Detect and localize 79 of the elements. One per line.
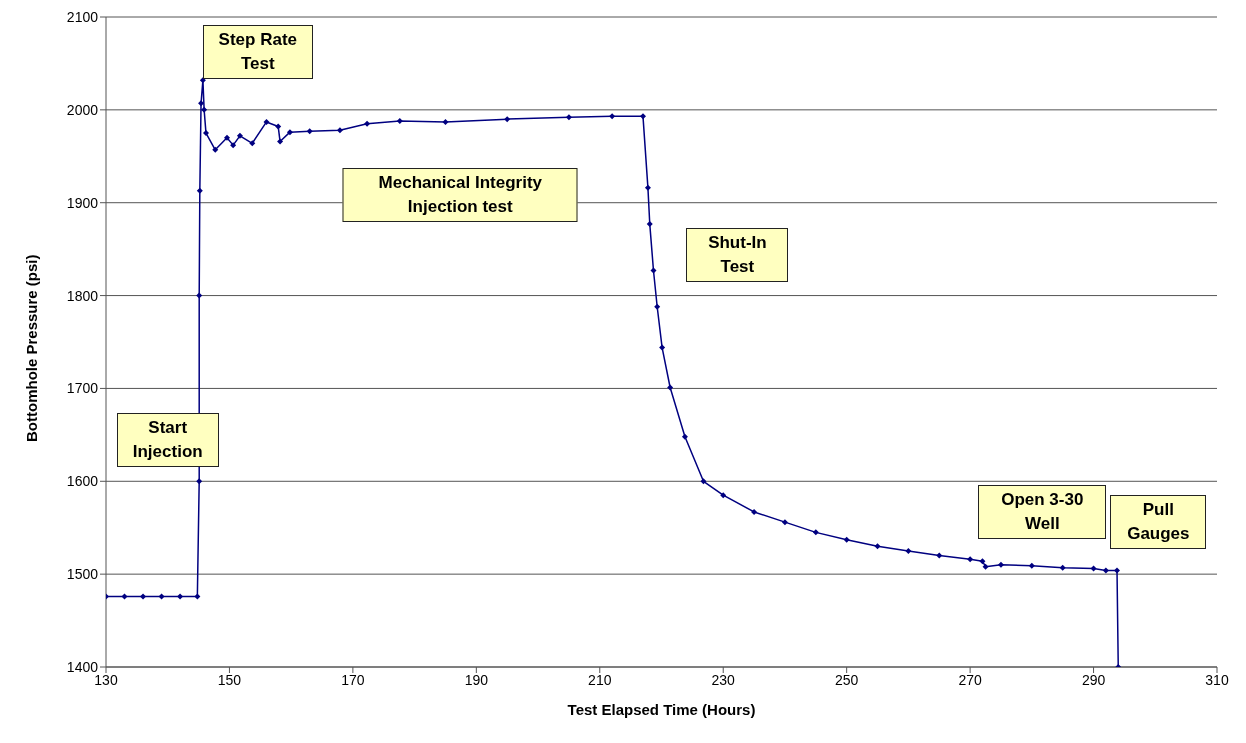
- point: [249, 140, 256, 147]
- point: [158, 593, 165, 600]
- label-box: Start Injection: [116, 413, 219, 468]
- y-tick-label: 2100: [66, 8, 99, 25]
- x-tick-label: 230: [711, 671, 736, 688]
- point: [812, 529, 819, 536]
- point: [646, 221, 653, 228]
- point: [196, 292, 203, 299]
- point: [720, 492, 727, 499]
- point: [936, 552, 943, 559]
- point: [1102, 567, 1109, 574]
- y-tick-label: 1600: [66, 473, 99, 490]
- point: [997, 561, 1004, 568]
- point: [177, 593, 184, 600]
- point: [286, 129, 293, 136]
- point: [230, 142, 237, 149]
- point: [700, 478, 707, 485]
- point: [1059, 564, 1066, 571]
- point: [121, 593, 128, 600]
- point: [751, 508, 758, 515]
- point: [781, 519, 788, 526]
- label-box: Pull Gauges: [1110, 495, 1207, 550]
- point: [982, 563, 989, 570]
- point: [843, 536, 850, 543]
- point: [979, 558, 986, 565]
- y-tick-label: 2000: [66, 101, 99, 118]
- x-tick-label: 170: [341, 671, 365, 688]
- point: [364, 120, 371, 127]
- y-tick-label: 1500: [66, 566, 99, 583]
- point: [140, 593, 147, 600]
- point: [504, 116, 511, 123]
- x-tick-label: 310: [1205, 671, 1229, 688]
- point: [905, 547, 912, 554]
- point: [277, 138, 284, 145]
- point: [874, 543, 881, 550]
- x-tick-label: 150: [217, 671, 242, 688]
- point: [196, 187, 203, 194]
- x-tick-label: 190: [464, 671, 489, 688]
- point: [212, 146, 219, 153]
- point: [306, 128, 313, 135]
- point: [967, 556, 974, 563]
- x-tick-label: 250: [834, 671, 859, 688]
- point: [201, 106, 208, 113]
- y-tick-label: 1900: [66, 194, 99, 211]
- point: [565, 114, 572, 121]
- point: [442, 118, 449, 125]
- point: [609, 113, 616, 120]
- point: [639, 113, 646, 120]
- point: [1090, 565, 1097, 572]
- point: [644, 184, 651, 191]
- point: [202, 130, 209, 137]
- point: [1028, 562, 1035, 569]
- point: [236, 132, 243, 139]
- point: [667, 384, 674, 391]
- label-box: Shut-In Test: [686, 227, 789, 282]
- label-box: Open 3-30 Well: [978, 484, 1107, 539]
- label-box: Mechanical Integrity Injection test: [342, 168, 578, 223]
- point: [196, 478, 203, 485]
- point: [223, 134, 230, 141]
- y-tick-label: 1700: [66, 380, 99, 397]
- label-box: Step Rate Test: [202, 25, 313, 80]
- y-tick-label: 1800: [66, 287, 99, 304]
- point: [396, 118, 403, 124]
- point: [336, 127, 343, 134]
- y-axis-title: Bottomhole Pressure (psi): [23, 254, 41, 442]
- point: [263, 118, 270, 125]
- point: [659, 344, 666, 351]
- point: [681, 433, 688, 440]
- point: [199, 77, 206, 84]
- point: [650, 267, 657, 274]
- x-axis-title: Test Elapsed Time (Hours): [567, 701, 756, 718]
- point: [194, 593, 201, 600]
- point: [654, 303, 661, 310]
- x-tick-label: 290: [1081, 671, 1106, 688]
- point: [1114, 567, 1121, 574]
- point: [275, 123, 282, 130]
- x-tick-label: 210: [588, 671, 612, 688]
- x-tick-label: 270: [958, 671, 982, 688]
- point: [198, 100, 205, 107]
